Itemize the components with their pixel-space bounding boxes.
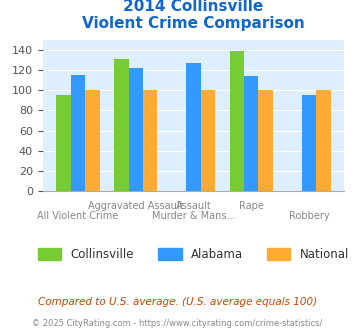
Bar	[201, 90, 215, 191]
Text: © 2025 CityRating.com - https://www.cityrating.com/crime-statistics/: © 2025 CityRating.com - https://www.city…	[32, 319, 323, 328]
Bar	[129, 68, 143, 191]
Bar	[302, 95, 316, 191]
Text: All Violent Crime: All Violent Crime	[37, 211, 119, 221]
Title: 2014 Collinsville
Violent Crime Comparison: 2014 Collinsville Violent Crime Comparis…	[82, 0, 305, 31]
Bar	[186, 63, 201, 191]
Text: Rape: Rape	[239, 201, 264, 211]
Bar	[230, 51, 244, 191]
Text: Murder & Mans...: Murder & Mans...	[152, 211, 235, 221]
Bar	[316, 90, 331, 191]
Bar	[143, 90, 157, 191]
Legend: Collinsville, Alabama, National: Collinsville, Alabama, National	[33, 243, 354, 265]
Bar	[56, 95, 71, 191]
Text: Assault: Assault	[176, 201, 211, 211]
Bar	[71, 75, 85, 191]
Bar	[85, 90, 100, 191]
Bar	[258, 90, 273, 191]
Text: Aggravated Assault: Aggravated Assault	[88, 201, 184, 211]
Bar	[114, 59, 129, 191]
Bar	[244, 76, 258, 191]
Text: Robbery: Robbery	[289, 211, 329, 221]
Text: Compared to U.S. average. (U.S. average equals 100): Compared to U.S. average. (U.S. average …	[38, 297, 317, 307]
